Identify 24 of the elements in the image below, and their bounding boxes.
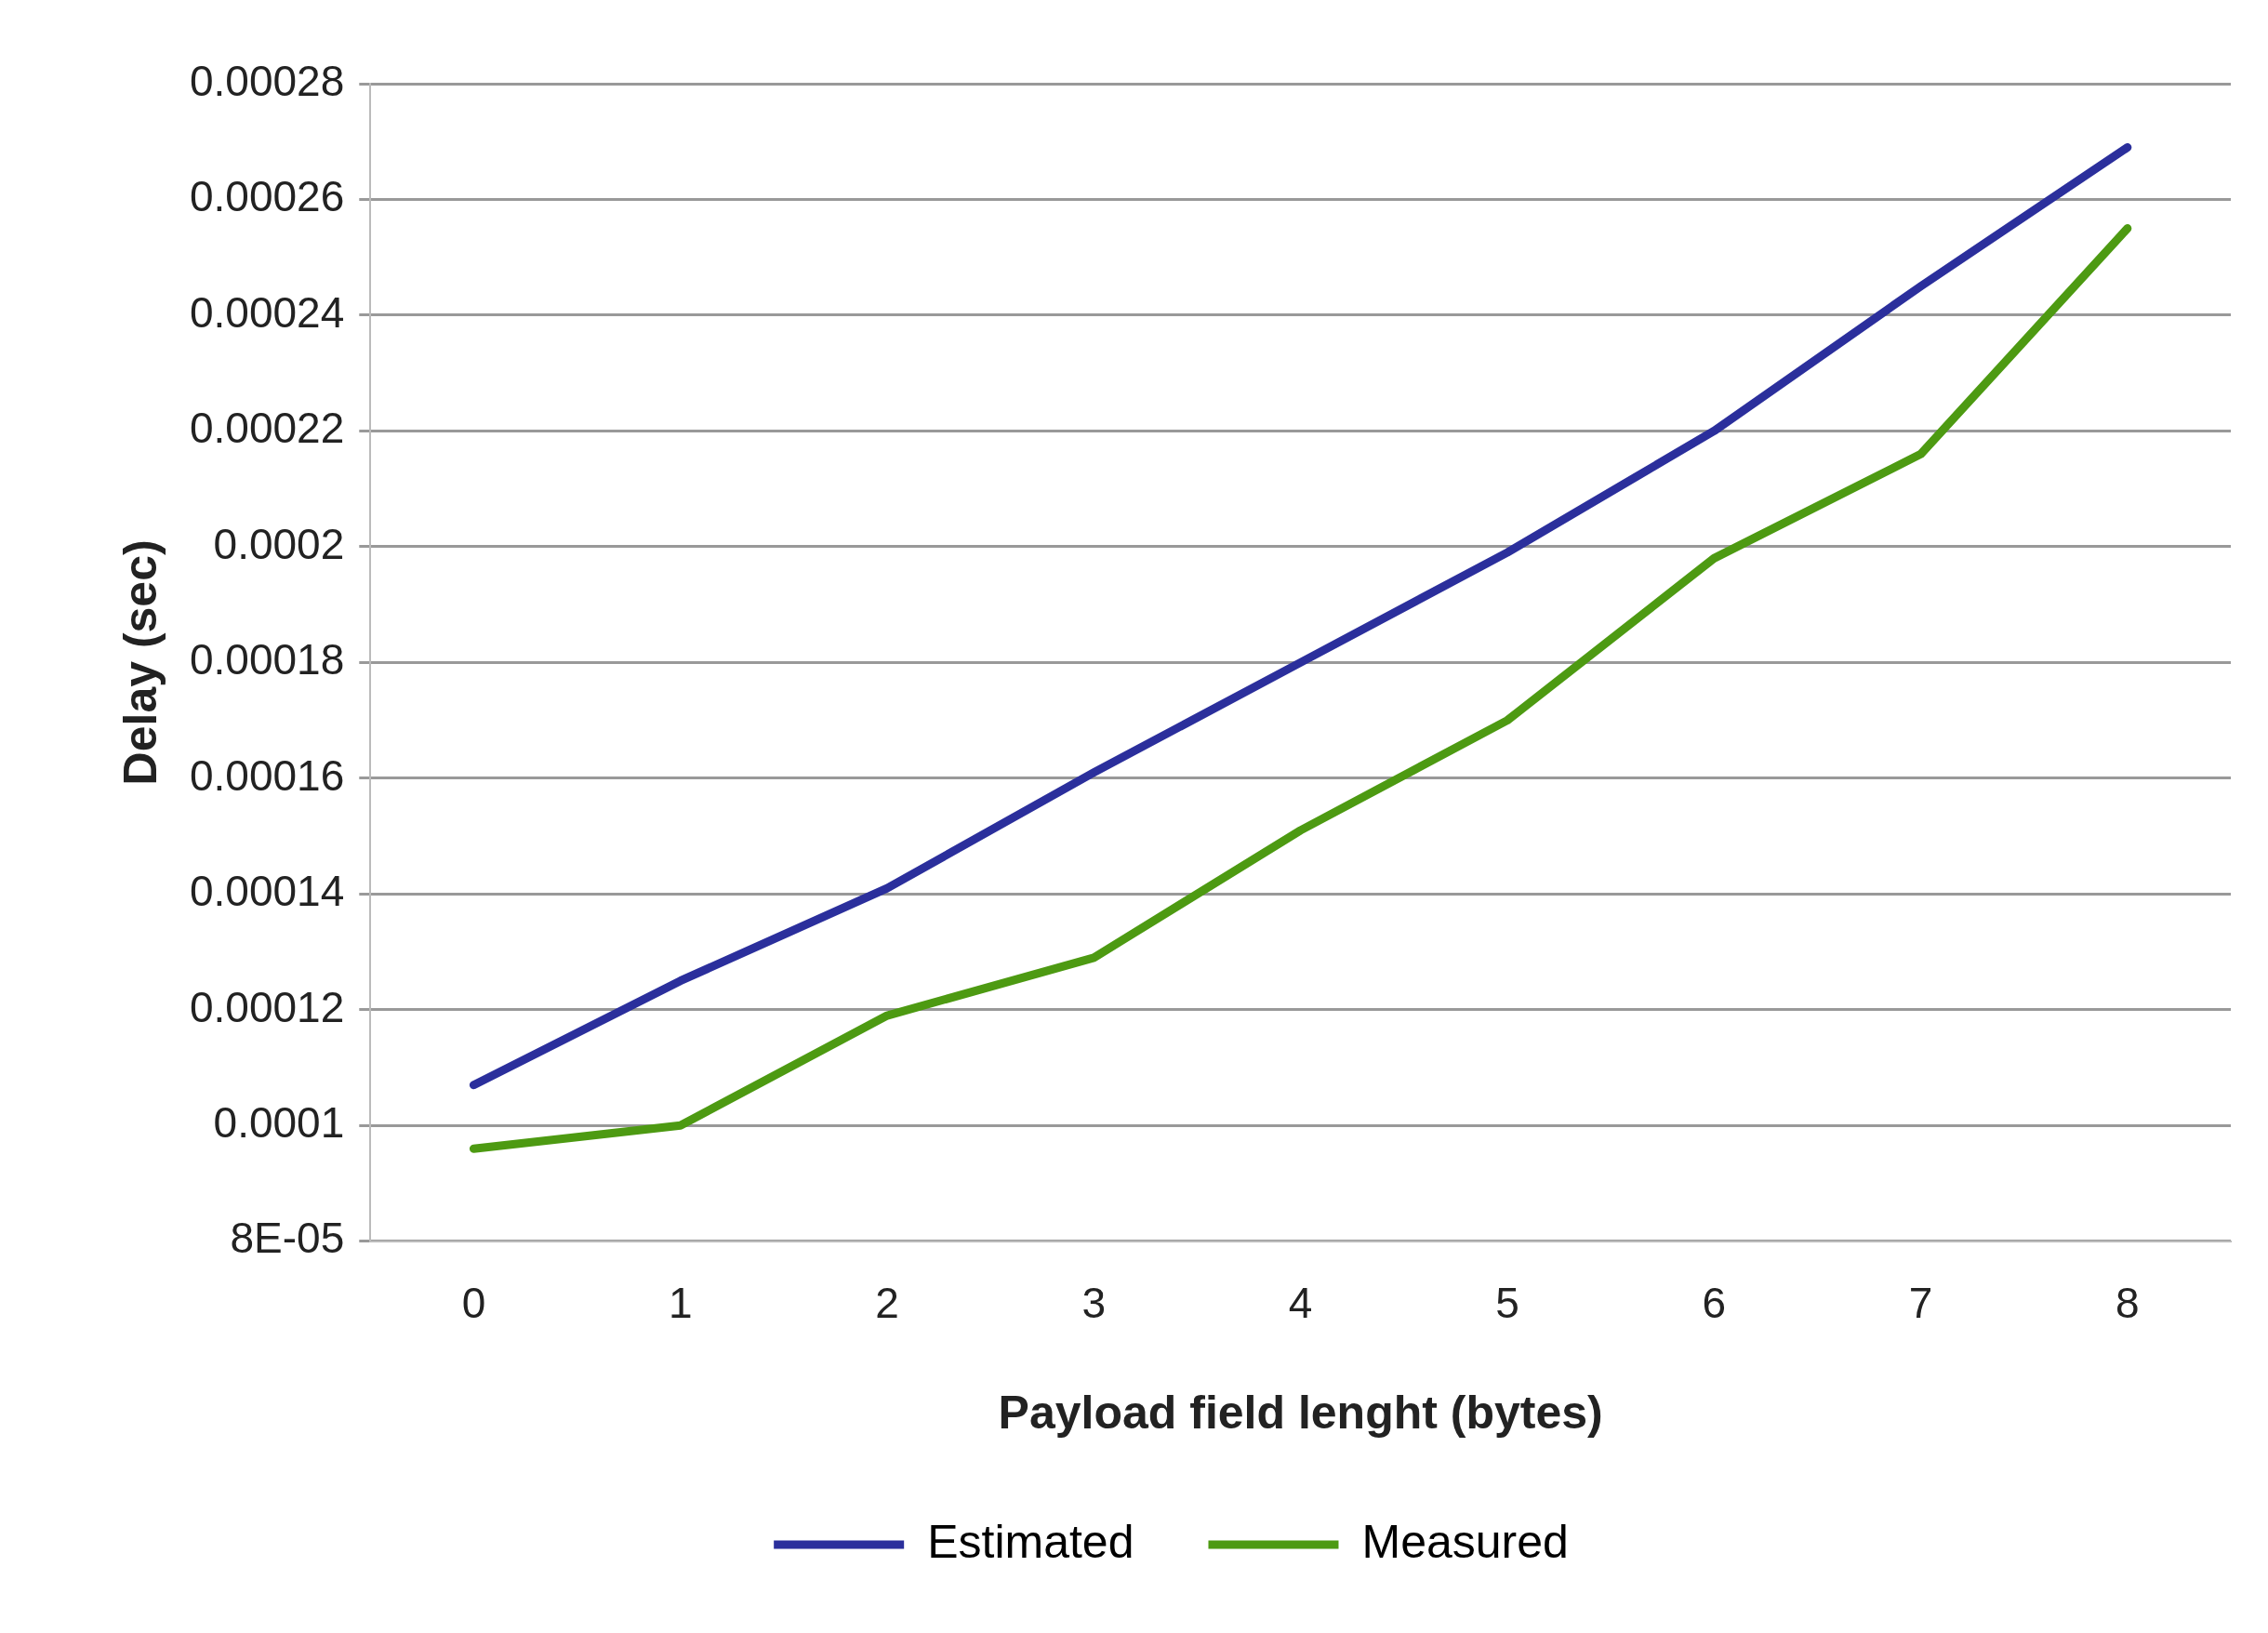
x-axis-title: Payload field lenght (bytes) xyxy=(998,1386,1603,1439)
x-tick-label: 3 xyxy=(1081,1279,1107,1328)
y-tick-label: 0.00018 xyxy=(190,635,345,684)
y-tick-label: 0.00014 xyxy=(190,867,345,916)
legend-label: Measured xyxy=(1361,1515,1569,1568)
y-tick-label: 0.00028 xyxy=(190,56,345,105)
x-tick-label: 8 xyxy=(2115,1279,2140,1328)
y-tick-label: 0.0002 xyxy=(213,519,345,568)
y-tick-label: 0.00016 xyxy=(190,750,345,800)
y-tick-label: 0.00022 xyxy=(190,404,345,453)
x-tick-label: 7 xyxy=(1908,1279,1933,1328)
x-tick-label: 4 xyxy=(1288,1279,1313,1328)
x-tick-label: 0 xyxy=(461,1279,486,1328)
y-tick-label: 8E-05 xyxy=(230,1214,345,1263)
y-tick-label: 0.00024 xyxy=(190,287,345,337)
x-tick-label: 1 xyxy=(668,1279,693,1328)
legend-label: Estimated xyxy=(927,1515,1134,1568)
y-tick-label: 0.0001 xyxy=(213,1098,345,1148)
x-tick-label: 2 xyxy=(875,1279,899,1328)
y-tick-label: 0.00026 xyxy=(190,172,345,221)
x-tick-label: 5 xyxy=(1495,1279,1519,1328)
x-tick-label: 6 xyxy=(1702,1279,1727,1328)
y-axis-title: Delay (sec) xyxy=(113,539,166,786)
y-tick-label: 0.00012 xyxy=(190,982,345,1031)
